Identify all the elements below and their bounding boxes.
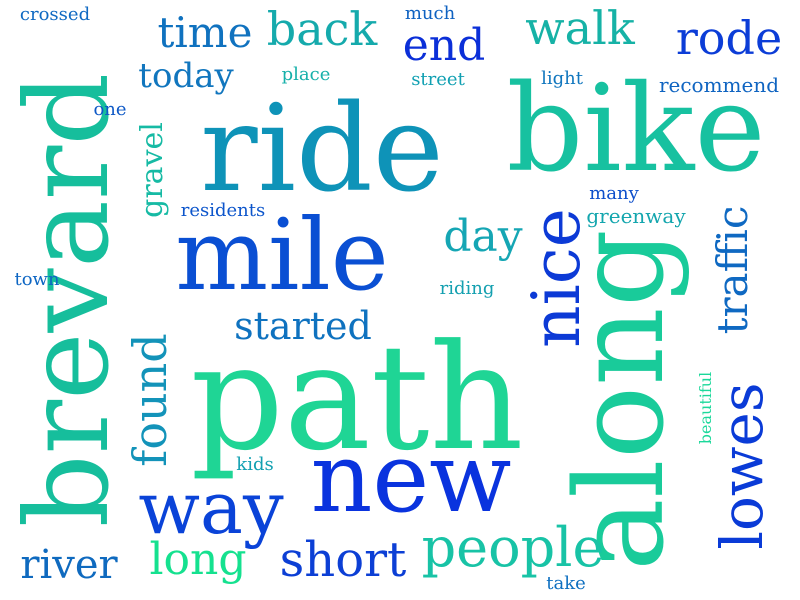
word-kids: kids bbox=[236, 454, 274, 475]
word-new: new bbox=[310, 422, 512, 534]
word-take: take bbox=[546, 573, 586, 594]
word-ride: ride bbox=[200, 80, 444, 219]
word-mile: mile bbox=[175, 199, 389, 313]
word-people: people bbox=[421, 516, 605, 579]
word-many: many bbox=[589, 183, 639, 204]
word-path: path bbox=[190, 313, 524, 483]
word-day: day bbox=[443, 211, 523, 262]
word-way: way bbox=[138, 466, 284, 550]
word-started: started bbox=[234, 304, 372, 348]
word-one: one bbox=[93, 99, 127, 120]
word-today: today bbox=[138, 56, 234, 96]
word-time: time bbox=[157, 8, 253, 57]
word-back: back bbox=[266, 2, 378, 56]
word-riding: riding bbox=[439, 278, 495, 299]
word-residents: residents bbox=[180, 200, 266, 221]
word-light: light bbox=[541, 68, 583, 89]
word-lowes: lowes bbox=[708, 382, 776, 550]
word-nice: nice bbox=[518, 208, 595, 348]
word-beautiful: beautiful bbox=[696, 371, 715, 445]
word-rode: rode bbox=[675, 11, 783, 65]
word-end: end bbox=[402, 20, 486, 71]
word-recommend: recommend bbox=[658, 73, 780, 97]
word-gravel: gravel bbox=[135, 122, 170, 218]
word-long: long bbox=[149, 534, 247, 585]
word-bike: bike bbox=[506, 60, 766, 199]
word-much: much bbox=[404, 3, 456, 24]
word-short: short bbox=[279, 532, 407, 588]
word-walk: walk bbox=[525, 1, 635, 55]
word-place: place bbox=[281, 64, 331, 85]
word-found: found bbox=[123, 333, 177, 467]
word-traffic: traffic bbox=[708, 205, 757, 335]
word-brevard: brevard bbox=[1, 72, 134, 528]
word-crossed: crossed bbox=[19, 4, 91, 25]
word-town: town bbox=[14, 269, 60, 290]
word-street: street bbox=[411, 69, 465, 90]
word-river: river bbox=[20, 542, 118, 588]
word-greenway: greenway bbox=[586, 204, 686, 228]
